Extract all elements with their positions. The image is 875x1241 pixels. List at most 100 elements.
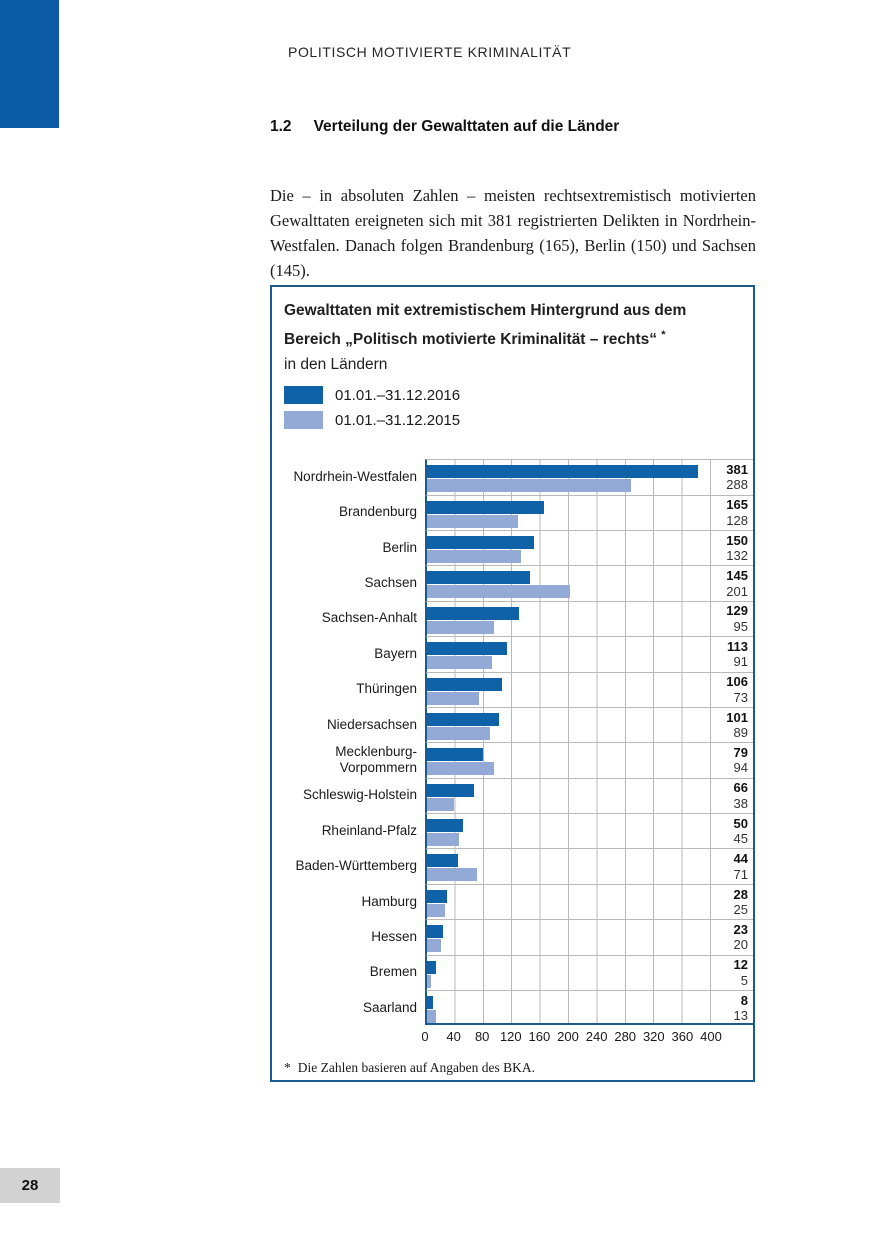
chart-rows: Nordrhein-Westfalen 381 288 Brandenburg 165 1… xyxy=(284,459,753,1026)
bar-2016 xyxy=(427,783,474,797)
x-tick-label: 320 xyxy=(642,1029,665,1045)
legend-item-2015: 01.01.–31.12.2015 xyxy=(284,411,753,430)
state-label: Schleswig-Holstein xyxy=(302,787,417,803)
value-2015: 201 xyxy=(726,583,748,599)
bar-2016 xyxy=(427,606,519,620)
chart-row: Hamburg 28 25 xyxy=(284,883,753,920)
page-number: 28 xyxy=(0,1168,60,1203)
footnote-reference-asterisk: * xyxy=(661,329,666,341)
bar-2016 xyxy=(427,677,503,691)
value-labels: 101 89 xyxy=(711,706,753,742)
section-heading: 1.2 Verteilung der Gewalttaten auf die Lä… xyxy=(270,118,619,136)
x-tick-label: 360 xyxy=(671,1029,694,1045)
figure-box: Gewalttaten mit extremistischem Hintergr… xyxy=(270,285,755,1082)
value-2015: 94 xyxy=(733,760,748,776)
bar-group xyxy=(425,813,711,849)
value-2015: 38 xyxy=(733,795,748,811)
value-2016: 145 xyxy=(726,568,748,584)
bar-2016 xyxy=(427,642,508,656)
figure-title: Gewalttaten mit extremistischem Hintergr… xyxy=(284,298,739,377)
bar-2016 xyxy=(427,960,436,974)
value-labels: 79 94 xyxy=(711,742,753,777)
value-2016: 129 xyxy=(726,603,748,619)
value-labels: 381 288 xyxy=(711,459,753,494)
chart-row: Bremen 12 5 xyxy=(284,954,753,991)
value-2015: 25 xyxy=(733,902,748,918)
chart-row: Brandenburg 165 128 xyxy=(284,494,753,530)
bar-group xyxy=(425,494,711,530)
bar-2015 xyxy=(427,479,632,493)
state-label: Bremen xyxy=(369,964,417,980)
value-labels: 8 13 xyxy=(711,990,753,1025)
x-tick-label: 160 xyxy=(528,1029,551,1045)
bar-group xyxy=(425,671,711,707)
x-tick-label: 240 xyxy=(585,1029,608,1045)
bar-2015 xyxy=(427,726,491,740)
bar-group xyxy=(425,706,711,743)
legend-swatch-2016 xyxy=(284,386,323,405)
value-2015: 13 xyxy=(733,1008,748,1024)
state-label: Mecklenburg-Vorpommern xyxy=(335,743,417,775)
value-labels: 150 132 xyxy=(711,529,753,565)
chart-row: Rheinland-Pfalz 50 45 xyxy=(284,813,753,849)
bar-chart: Nordrhein-Westfalen 381 288 Brandenburg 165 1… xyxy=(284,459,753,1047)
bar-2016 xyxy=(427,535,534,549)
footnote-marker: * xyxy=(284,1060,291,1076)
chart-row: Sachsen 145 201 xyxy=(284,565,753,601)
body-paragraph: Die – in absoluten Zahlen – meisten rech… xyxy=(270,185,756,280)
bar-2016 xyxy=(427,819,463,833)
bar-2015 xyxy=(427,762,494,776)
bar-2015 xyxy=(427,974,431,988)
state-label: Thüringen xyxy=(356,681,417,697)
bar-2016 xyxy=(427,465,698,479)
state-label: Saarland xyxy=(362,999,417,1015)
chart-row: Niedersachsen 101 89 xyxy=(284,706,753,743)
legend-label-2016: 01.01.–31.12.2016 xyxy=(335,386,461,404)
value-2016: 66 xyxy=(733,780,748,796)
bar-2016 xyxy=(427,996,433,1010)
x-axis-tick-labels: 0 40 80 120 160 200 240 280 320 360 400 xyxy=(421,1025,721,1047)
value-labels: 113 91 xyxy=(711,636,753,671)
state-label: Niedersachsen xyxy=(326,716,417,732)
chart-row: Thüringen 106 73 xyxy=(284,671,753,707)
bar-2015 xyxy=(427,903,445,917)
legend-label-2015: 01.01.–31.12.2015 xyxy=(335,411,461,429)
value-labels: 50 45 xyxy=(711,813,753,848)
value-2016: 106 xyxy=(726,674,748,690)
bar-group xyxy=(425,742,711,778)
value-2016: 8 xyxy=(740,992,748,1008)
chart-row: Nordrhein-Westfalen 381 288 xyxy=(284,459,753,495)
x-tick-label: 80 xyxy=(474,1029,490,1045)
value-labels: 44 71 xyxy=(711,848,753,883)
state-label: Bayern xyxy=(374,645,417,661)
x-tick-label: 200 xyxy=(557,1029,579,1045)
value-2015: 132 xyxy=(726,548,748,564)
bar-group xyxy=(425,636,711,672)
state-label: Sachsen xyxy=(364,575,417,591)
chart-row: Sachsen-Anhalt 129 95 xyxy=(284,600,753,637)
x-tick-label: 120 xyxy=(499,1029,522,1045)
bar-2016 xyxy=(427,854,459,868)
bar-group xyxy=(425,883,711,920)
figure-title-line3: in den Ländern xyxy=(284,356,388,374)
value-2015: 20 xyxy=(733,937,748,953)
bar-2015 xyxy=(427,691,479,705)
x-tick-label: 40 xyxy=(446,1029,461,1045)
value-2016: 150 xyxy=(726,532,748,548)
value-2016: 79 xyxy=(733,744,748,760)
bar-2015 xyxy=(427,620,495,634)
bar-group xyxy=(425,954,711,991)
figure-title-line2: Bereich „Politisch motivierte Kriminalit… xyxy=(284,329,666,349)
bar-2015 xyxy=(427,939,442,953)
bar-2015 xyxy=(427,833,459,847)
value-2016: 50 xyxy=(733,815,748,831)
bar-2016 xyxy=(427,571,530,585)
chart-row: Saarland 8 13 xyxy=(284,990,753,1026)
value-labels: 145 201 xyxy=(711,565,753,600)
footnote-text: Die Zahlen basieren auf Angaben des BKA. xyxy=(297,1060,536,1076)
value-2015: 95 xyxy=(733,618,748,634)
bar-group xyxy=(425,919,711,955)
value-labels: 129 95 xyxy=(711,600,753,636)
chart-row: Berlin 150 132 xyxy=(284,529,753,566)
value-2015: 73 xyxy=(733,689,748,705)
